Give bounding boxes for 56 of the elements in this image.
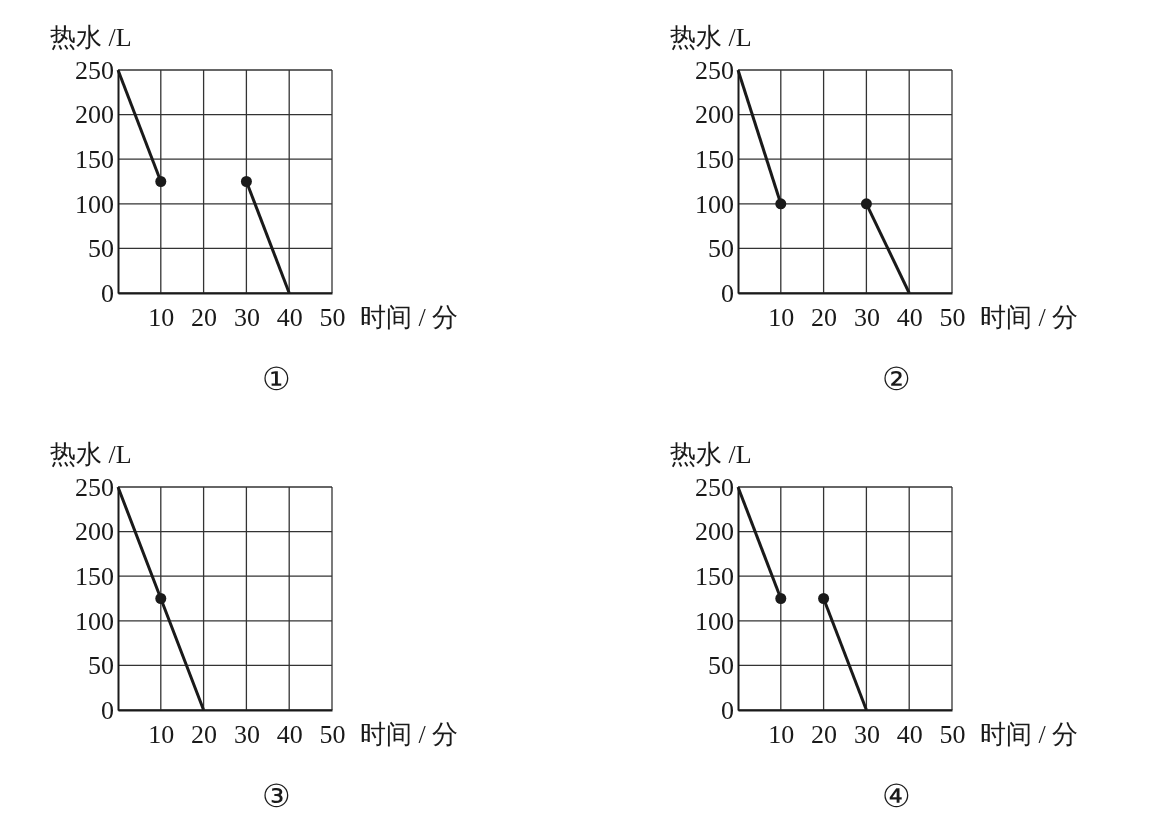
y-tick-label: 200 xyxy=(695,100,734,130)
x-tick-label: 20 xyxy=(191,720,218,750)
y-tick-label: 100 xyxy=(75,189,114,219)
x-tick-label: 50 xyxy=(939,303,966,333)
y-tick-label: 0 xyxy=(721,695,734,725)
y-axis-title: 热水 /L xyxy=(670,23,752,52)
y-tick-label: 100 xyxy=(695,189,734,219)
x-tick-label: 20 xyxy=(191,303,218,333)
x-tick-label: 20 xyxy=(811,303,838,333)
y-tick-label: 250 xyxy=(75,472,114,502)
x-axis-title: 时间 / 分 xyxy=(980,303,1079,332)
x-tick-label: 10 xyxy=(768,303,795,333)
y-tick-label: 0 xyxy=(721,278,734,308)
y-tick-label: 100 xyxy=(75,606,114,636)
x-axis-title: 时间 / 分 xyxy=(360,720,459,749)
y-tick-label: 150 xyxy=(695,145,734,175)
y-tick-label: 50 xyxy=(88,234,114,264)
x-tick-label: 30 xyxy=(853,720,880,750)
x-tick-label: 20 xyxy=(811,720,838,750)
text: ④ xyxy=(881,778,911,814)
y-tick-label: 50 xyxy=(708,651,734,681)
x-tick-label: 40 xyxy=(276,303,303,333)
x-tick-label: 30 xyxy=(233,303,260,333)
y-axis-title: 热水 /L xyxy=(50,23,132,52)
x-tick-label: 50 xyxy=(319,720,346,750)
text: ② xyxy=(881,361,911,397)
y-tick-label: 200 xyxy=(75,517,114,547)
x-tick-label: 40 xyxy=(896,720,923,750)
y-axis-title: 热水 /L xyxy=(670,440,752,469)
y-axis-title: 热水 /L xyxy=(50,440,132,469)
x-tick-label: 40 xyxy=(276,720,303,750)
y-tick-label: 250 xyxy=(695,55,734,85)
y-tick-label: 150 xyxy=(75,145,114,175)
text: ① xyxy=(261,361,291,397)
x-tick-label: 10 xyxy=(148,303,175,333)
x-tick-label: 40 xyxy=(896,303,923,333)
y-tick-label: 0 xyxy=(101,695,114,725)
x-axis-title: 时间 / 分 xyxy=(980,720,1079,749)
y-tick-label: 0 xyxy=(101,278,114,308)
x-tick-label: 10 xyxy=(148,720,175,750)
y-tick-label: 150 xyxy=(75,562,114,592)
x-tick-label: 30 xyxy=(853,303,880,333)
y-tick-label: 100 xyxy=(695,606,734,636)
y-tick-label: 200 xyxy=(75,100,114,130)
y-tick-label: 50 xyxy=(88,651,114,681)
text: ③ xyxy=(261,778,291,814)
y-tick-label: 250 xyxy=(695,472,734,502)
x-tick-label: 30 xyxy=(233,720,260,750)
y-tick-label: 200 xyxy=(695,517,734,547)
x-axis-title: 时间 / 分 xyxy=(360,303,459,332)
y-tick-label: 50 xyxy=(708,234,734,264)
y-tick-label: 250 xyxy=(75,55,114,85)
x-tick-label: 50 xyxy=(939,720,966,750)
y-tick-label: 150 xyxy=(695,562,734,592)
x-tick-label: 10 xyxy=(768,720,795,750)
x-tick-label: 50 xyxy=(319,303,346,333)
